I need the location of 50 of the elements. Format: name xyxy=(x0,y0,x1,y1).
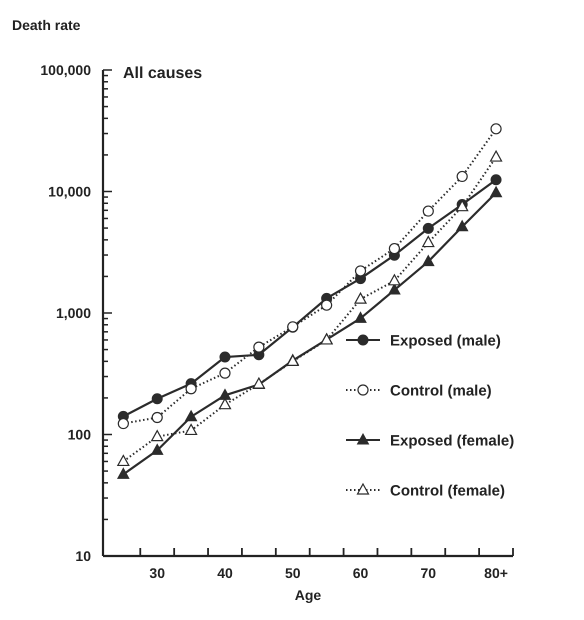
point xyxy=(354,312,367,323)
point xyxy=(388,242,400,254)
point xyxy=(456,170,468,182)
x-tick-label: 70 xyxy=(420,565,436,581)
point xyxy=(388,284,400,295)
point xyxy=(354,265,366,277)
x-tick-label: 60 xyxy=(352,565,369,581)
y-tick-label: 10,000 xyxy=(48,183,92,200)
x-tick-label: 80+ xyxy=(484,565,508,581)
point xyxy=(152,393,163,404)
point xyxy=(219,368,231,379)
point xyxy=(185,410,198,422)
point xyxy=(490,150,502,162)
point xyxy=(490,123,502,134)
chart-title: All causes xyxy=(123,65,202,82)
y-tick-label: 10 xyxy=(75,548,92,564)
point xyxy=(456,220,468,232)
point xyxy=(253,342,264,353)
point xyxy=(152,412,163,424)
point xyxy=(354,292,367,304)
point xyxy=(422,236,434,248)
point xyxy=(490,174,502,186)
x-axis-title: Age xyxy=(294,587,322,603)
point xyxy=(185,424,198,436)
x-tick-label: 50 xyxy=(284,565,301,581)
point xyxy=(422,255,434,266)
y-tick-label: 1,000 xyxy=(56,304,92,321)
point xyxy=(117,454,130,466)
legend-label: Control (female) xyxy=(390,482,506,500)
point xyxy=(186,383,197,394)
y-axis-title: Death rate xyxy=(12,17,81,33)
point xyxy=(422,222,434,234)
point xyxy=(151,430,164,442)
point xyxy=(218,388,231,400)
x-tick-label: 30 xyxy=(149,565,166,581)
point xyxy=(151,444,164,455)
point xyxy=(117,468,130,479)
point xyxy=(388,274,401,286)
y-tick-label: 100 xyxy=(68,426,92,442)
point xyxy=(422,205,434,217)
legend-label: Control (male) xyxy=(390,382,492,400)
point xyxy=(321,300,332,311)
point xyxy=(118,418,129,430)
legend-label: Exposed (female) xyxy=(390,432,514,450)
x-tick-label: 40 xyxy=(217,565,233,581)
legend-label: Exposed (male) xyxy=(390,332,501,350)
point xyxy=(490,186,502,198)
point xyxy=(219,352,230,363)
point xyxy=(218,398,232,410)
y-tick-label: 100,000 xyxy=(40,62,92,78)
